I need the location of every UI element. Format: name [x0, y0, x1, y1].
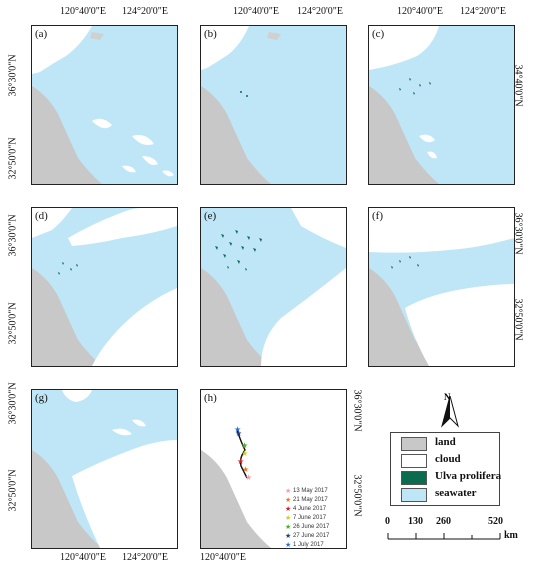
scale-bar: 0 130 260 520 km: [383, 516, 543, 546]
lat-label-h-lower: 32°50'0"N: [351, 474, 363, 517]
lon-label-right-col3: 124°20'0"E: [460, 6, 506, 17]
scale-unit-label: km: [504, 530, 518, 541]
legend-label: Ulva prolifera: [435, 470, 502, 482]
scale-tick-label: 260: [436, 516, 451, 527]
north-label: N: [444, 392, 451, 402]
lat-label-d-upper: 36°30'0"N: [7, 214, 19, 257]
track-date-label: 27 June 2017: [293, 533, 330, 539]
track-date-label: 13 May 2017: [293, 488, 328, 494]
legend-label: land: [435, 436, 456, 448]
track-date-label: 21 May 2017: [293, 497, 328, 503]
track-star-icon: ★: [285, 532, 292, 540]
svg-text:★: ★: [235, 429, 242, 438]
legend-swatch: [401, 437, 427, 451]
map-panel-e: (e): [200, 207, 347, 367]
lat-label-g-upper: 36°30'0"N: [7, 382, 19, 425]
panel-label-g: (g): [35, 392, 48, 404]
svg-text:★: ★: [241, 441, 248, 450]
lat-label-h-upper: 36°30'0"N: [351, 389, 363, 432]
svg-text:★: ★: [245, 473, 252, 482]
north-arrow-icon: [441, 396, 459, 428]
track-star-icon: ★: [285, 505, 292, 513]
panel-label-c: (c): [372, 28, 385, 40]
lon-label-left-bottom-g: 120°40'0"E: [60, 552, 106, 563]
track-date-label: 1 July 2017: [293, 542, 324, 548]
panel-label-a: (a): [35, 28, 48, 40]
panel-label-h: (h): [204, 392, 217, 404]
svg-text:★: ★: [237, 457, 244, 466]
legend-swatch: [401, 454, 427, 468]
lon-label-left-col1: 120°40'0"E: [60, 6, 106, 17]
track-star-icon: ★: [285, 541, 292, 549]
track-date-label: 7 June 2017: [293, 515, 327, 521]
track-star-icon: ★: [285, 523, 292, 531]
legend-label: cloud: [435, 453, 461, 465]
lon-label-left-bottom-h: 120°40'0"E: [200, 552, 246, 563]
track-star-icon: ★: [285, 514, 292, 522]
lon-label-right-col1: 124°20'0"E: [122, 6, 168, 17]
svg-text:★: ★: [234, 425, 241, 434]
track-date-label: 4 June 2017: [293, 506, 327, 512]
lon-label-left-col2: 120°40'0"E: [233, 6, 279, 17]
panel-label-d: (d): [35, 210, 48, 222]
lon-label-left-col3: 120°40'0"E: [397, 6, 443, 17]
scale-tick-label: 130: [408, 516, 423, 527]
lat-label-a-upper: 36°30'0"N: [7, 54, 19, 97]
scale-bar-line: [387, 533, 501, 540]
lat-label-g-lower: 32°50'0"N: [7, 469, 19, 512]
legend-swatch: [401, 471, 427, 485]
map-panel-d: (d): [31, 207, 178, 367]
lon-label-right-bottom-g: 124°20'0"E: [122, 552, 168, 563]
legend-swatch: [401, 488, 427, 502]
panel-label-b: (b): [204, 28, 217, 40]
map-panel-c: (c): [368, 25, 515, 185]
map-panel-g: (g): [31, 389, 178, 549]
scale-tick-label: 520: [488, 516, 503, 527]
scale-tick-label: 0: [385, 516, 390, 527]
panel-label-f: (f): [372, 210, 383, 222]
svg-text:★: ★: [242, 465, 249, 474]
map-legend: land cloud Ulva prolifera seawater: [390, 432, 502, 506]
legend-label: seawater: [435, 487, 477, 499]
panel-label-e: (e): [204, 210, 217, 222]
map-panel-h: ★ ★ ★ ★ ★ ★ ★ (h) ★ 13 May 2017 ★ 21 May…: [200, 389, 347, 549]
track-date-legend: ★ 13 May 2017 ★ 21 May 2017 ★ 4 June 201…: [285, 487, 345, 549]
lat-label-a-lower: 32°50'0"N: [7, 137, 19, 180]
svg-text:★: ★: [241, 449, 248, 458]
map-panel-a: (a): [31, 25, 178, 185]
track-date-label: 26 June 2017: [293, 524, 330, 530]
lon-label-right-col2: 124°20'0"E: [297, 6, 343, 17]
lat-label-d-lower: 32°50'0"N: [7, 302, 19, 345]
track-star-icon: ★: [285, 487, 292, 495]
track-star-icon: ★: [285, 496, 292, 504]
map-panel-f: (f): [368, 207, 515, 367]
map-panel-b: (b): [200, 25, 347, 185]
